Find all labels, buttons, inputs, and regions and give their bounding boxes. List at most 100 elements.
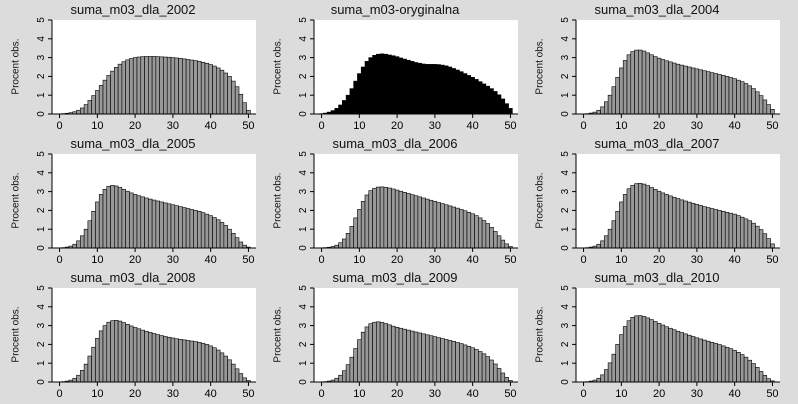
y-tick-label: 2 [560, 207, 571, 213]
histogram-bar [766, 238, 771, 249]
histogram-bar [144, 56, 149, 115]
x-tick-label: 20 [653, 388, 665, 400]
histogram-bar [87, 100, 92, 115]
histogram-bar [223, 355, 228, 383]
histogram-bar [478, 81, 483, 115]
x-tick-label: 50 [504, 254, 516, 266]
histogram-bar [140, 329, 145, 383]
y-tick-label: 4 [36, 170, 47, 176]
histogram-bar [758, 371, 764, 383]
histogram-bar [144, 330, 149, 383]
histogram-bar [425, 198, 430, 249]
y-tick-label: 3 [560, 54, 571, 60]
histogram-bar [649, 54, 654, 115]
y-tick-label: 0 [298, 245, 309, 251]
histogram-bar [489, 359, 494, 383]
histogram-bar [338, 374, 343, 383]
histogram-bar [641, 316, 647, 383]
y-tick-label: 1 [298, 226, 309, 232]
histogram-bar [455, 69, 460, 115]
histogram-bar [694, 68, 700, 115]
histogram-bar [91, 211, 96, 249]
y-tick-label: 2 [560, 73, 571, 79]
y-tick-label: 5 [560, 151, 571, 157]
x-tick-label: 30 [167, 388, 179, 400]
histogram-bar [721, 345, 726, 383]
histogram-bar [717, 74, 722, 115]
x-tick-label: 40 [729, 388, 741, 400]
histogram-bar [368, 323, 373, 383]
histogram-bar [481, 353, 487, 383]
y-tick-label: 0 [298, 111, 309, 117]
y-tick-label: 3 [560, 322, 571, 328]
histogram-bar [83, 228, 89, 249]
y-tick-label: 0 [36, 111, 47, 117]
histogram-bar [687, 334, 692, 383]
x-tick-label: 20 [129, 254, 141, 266]
histogram-bar [444, 204, 449, 249]
histogram-bar [622, 60, 628, 115]
histogram-bar [470, 347, 475, 383]
y-tick-label: 1 [560, 92, 571, 98]
histogram-bar [500, 98, 506, 115]
histogram-bar [159, 201, 164, 249]
histogram-bar [166, 203, 172, 249]
histogram-bar [622, 194, 628, 249]
histogram-bar [353, 348, 358, 383]
histogram-bar [451, 341, 456, 383]
histogram-bar [394, 189, 400, 249]
histogram-bar [622, 326, 628, 383]
x-tick-label: 50 [504, 120, 516, 132]
histogram-bar [197, 211, 202, 249]
histogram-bar [728, 77, 734, 115]
y-tick-label: 4 [560, 36, 571, 42]
histogram-bar [607, 228, 613, 249]
x-tick-label: 0 [56, 388, 62, 400]
y-tick-label: 1 [36, 360, 47, 366]
histogram-bar [231, 363, 236, 383]
y-tick-label: 0 [298, 379, 309, 385]
histogram-bar [672, 329, 677, 383]
y-tick-label: 3 [298, 54, 309, 60]
histogram-bar [197, 342, 202, 383]
histogram-bar [626, 188, 632, 249]
histogram-bar [493, 231, 498, 249]
histogram-bar [702, 339, 707, 383]
histogram-bar [474, 79, 479, 115]
histogram-bar [664, 60, 669, 115]
histogram-bar [182, 339, 187, 383]
histogram-bar [364, 194, 370, 249]
histogram-bar [379, 53, 385, 115]
histogram-bar [219, 69, 225, 115]
y-tick-label: 4 [36, 304, 47, 310]
histogram-bar [466, 345, 472, 383]
x-tick-label: 20 [653, 254, 665, 266]
x-tick-label: 10 [353, 254, 365, 266]
x-tick-label: 0 [318, 120, 324, 132]
y-tick-label: 1 [298, 360, 309, 366]
y-tick-label: 2 [36, 73, 47, 79]
histogram-bar [342, 370, 347, 383]
histogram-bar [132, 57, 138, 115]
histogram-bar [481, 220, 487, 249]
histogram-bar [462, 210, 468, 249]
histogram-bar [223, 72, 228, 115]
histogram-bar [619, 201, 624, 249]
histogram-bar [360, 201, 366, 249]
panel-title: suma_m03_dla_2002 [70, 2, 196, 17]
histogram-bar [413, 331, 419, 383]
histogram-bar [447, 205, 453, 249]
histogram-bar [394, 56, 400, 115]
histogram-bar [736, 215, 741, 249]
histogram-bar [148, 198, 153, 249]
histogram-bar [189, 209, 194, 249]
histogram-bar [641, 183, 647, 249]
histogram-bar [406, 193, 411, 249]
histogram-bar [679, 332, 684, 383]
y-tick-label: 4 [560, 304, 571, 310]
histogram-bar [140, 56, 145, 115]
histogram-bar [242, 377, 247, 383]
